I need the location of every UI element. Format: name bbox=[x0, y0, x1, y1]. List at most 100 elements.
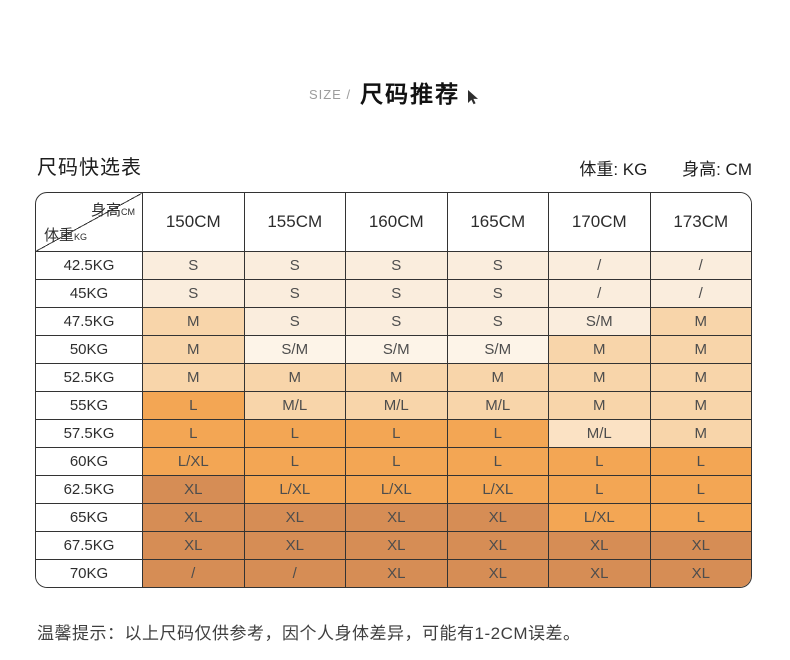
size-cell: / bbox=[548, 279, 651, 308]
size-cell: M/L bbox=[548, 419, 651, 448]
size-cell: XL bbox=[446, 559, 549, 587]
table-row: 52.5KG M M M M M M bbox=[36, 363, 751, 392]
table-row: 65KG XL XL XL XL L/XL L bbox=[36, 503, 751, 532]
section-eyebrow: SIZE / bbox=[308, 87, 352, 102]
size-cell: M bbox=[649, 363, 751, 392]
size-cell: L bbox=[142, 419, 245, 448]
size-cell: L/XL bbox=[345, 475, 448, 504]
size-cell: L bbox=[446, 419, 549, 448]
size-cell: L bbox=[649, 503, 751, 532]
section-header: SIZE / 尺码推荐 bbox=[0, 0, 790, 115]
cursor-icon bbox=[466, 87, 481, 115]
size-cell: S/M bbox=[243, 335, 346, 364]
size-cell: / bbox=[243, 559, 346, 587]
height-axis-label: 身高CM bbox=[90, 202, 135, 219]
weight-label: 62.5KG bbox=[36, 475, 143, 504]
unit-height-label: 身高: CM bbox=[682, 160, 752, 179]
size-cell: XL bbox=[142, 503, 245, 532]
table-row: 55KG L M/L M/L M/L M M bbox=[36, 391, 751, 420]
table-row: 45KG S S S S / / bbox=[36, 279, 751, 308]
size-cell: S bbox=[446, 251, 549, 280]
size-cell: XL bbox=[243, 503, 346, 532]
size-cell: XL bbox=[142, 531, 245, 560]
table-row: 47.5KG M S S S S/M M bbox=[36, 307, 751, 336]
size-cell: L/XL bbox=[446, 475, 549, 504]
size-cell: / bbox=[649, 251, 751, 280]
size-cell: / bbox=[548, 251, 651, 280]
size-table-wrapper: 身高CM 体重KG 150CM 155CM 160CM 165CM 170CM 173CM… bbox=[35, 192, 752, 588]
weight-label: 50KG bbox=[36, 335, 143, 364]
weight-label: 70KG bbox=[36, 559, 143, 587]
size-cell: / bbox=[649, 279, 751, 308]
size-cell: M bbox=[243, 363, 346, 392]
note-text: 温馨提示：以上尺码仅供参考，因个人身体差异，可能有1-2CM误差。 bbox=[37, 624, 581, 643]
size-cell: L bbox=[649, 475, 751, 504]
size-cell: XL bbox=[649, 559, 751, 587]
column-header: 155CM bbox=[243, 193, 346, 252]
size-cell: XL bbox=[345, 559, 448, 587]
weight-label: 55KG bbox=[36, 391, 143, 420]
size-cell: M/L bbox=[446, 391, 549, 420]
unit-labels: 体重: KG 身高: CM bbox=[579, 155, 752, 180]
size-cell: M bbox=[649, 335, 751, 364]
weight-label: 42.5KG bbox=[36, 251, 143, 280]
diagonal-header-cell: 身高CM 体重KG bbox=[36, 193, 143, 252]
size-cell: M bbox=[548, 391, 651, 420]
table-row: 42.5KG S S S S / / bbox=[36, 251, 751, 280]
weight-label: 52.5KG bbox=[36, 363, 143, 392]
column-header: 173CM bbox=[649, 193, 751, 252]
table-title: 尺码快选表 bbox=[37, 157, 142, 179]
size-cell: S bbox=[345, 251, 448, 280]
size-cell: M bbox=[548, 335, 651, 364]
weight-label: 65KG bbox=[36, 503, 143, 532]
page-title: 尺码推荐 bbox=[360, 81, 461, 107]
size-cell: XL bbox=[446, 531, 549, 560]
size-cell: M/L bbox=[345, 391, 448, 420]
size-cell: M bbox=[142, 307, 245, 336]
size-cell: L bbox=[243, 447, 346, 476]
size-cell: L/XL bbox=[548, 503, 651, 532]
size-table: 身高CM 体重KG 150CM 155CM 160CM 165CM 170CM 173CM… bbox=[36, 193, 751, 587]
size-cell: M bbox=[142, 335, 245, 364]
size-cell: S bbox=[243, 307, 346, 336]
size-cell: L bbox=[345, 419, 448, 448]
unit-weight-label: 体重: KG bbox=[579, 160, 648, 179]
table-header-row: 尺码快选表 体重: KG 身高: CM bbox=[37, 151, 752, 180]
size-cell: S bbox=[345, 307, 448, 336]
size-cell: M bbox=[548, 363, 651, 392]
size-cell: S bbox=[446, 279, 549, 308]
size-cell: XL bbox=[142, 475, 245, 504]
table-row: 60KG L/XL L L L L L bbox=[36, 447, 751, 476]
size-cell: L bbox=[548, 447, 651, 476]
size-cell: L bbox=[142, 391, 245, 420]
table-row: 67.5KG XL XL XL XL XL XL bbox=[36, 531, 751, 560]
column-header: 150CM bbox=[142, 193, 245, 252]
size-cell: XL bbox=[345, 531, 448, 560]
table-row: 50KG M S/M S/M S/M M M bbox=[36, 335, 751, 364]
size-cell: L bbox=[345, 447, 448, 476]
column-header: 160CM bbox=[345, 193, 448, 252]
size-cell: M bbox=[649, 419, 751, 448]
weight-label: 45KG bbox=[36, 279, 143, 308]
table-row: 57.5KG L L L L M/L M bbox=[36, 419, 751, 448]
size-cell: S/M bbox=[345, 335, 448, 364]
column-header: 165CM bbox=[446, 193, 549, 252]
size-cell: S bbox=[345, 279, 448, 308]
size-cell: L bbox=[446, 447, 549, 476]
weight-label: 60KG bbox=[36, 447, 143, 476]
weight-label: 47.5KG bbox=[36, 307, 143, 336]
size-cell: L bbox=[548, 475, 651, 504]
size-cell: XL bbox=[548, 559, 651, 587]
size-cell: L bbox=[649, 447, 751, 476]
size-cell: XL bbox=[649, 531, 751, 560]
size-cell: M bbox=[142, 363, 245, 392]
weight-label: 67.5KG bbox=[36, 531, 143, 560]
size-cell: M/L bbox=[243, 391, 346, 420]
size-cell: M bbox=[446, 363, 549, 392]
size-cell: M bbox=[649, 307, 751, 336]
column-header-row: 身高CM 体重KG 150CM 155CM 160CM 165CM 170CM 173CM bbox=[36, 193, 751, 252]
size-cell: L bbox=[243, 419, 346, 448]
size-cell: S/M bbox=[548, 307, 651, 336]
size-cell: / bbox=[142, 559, 245, 587]
size-cell: M bbox=[649, 391, 751, 420]
